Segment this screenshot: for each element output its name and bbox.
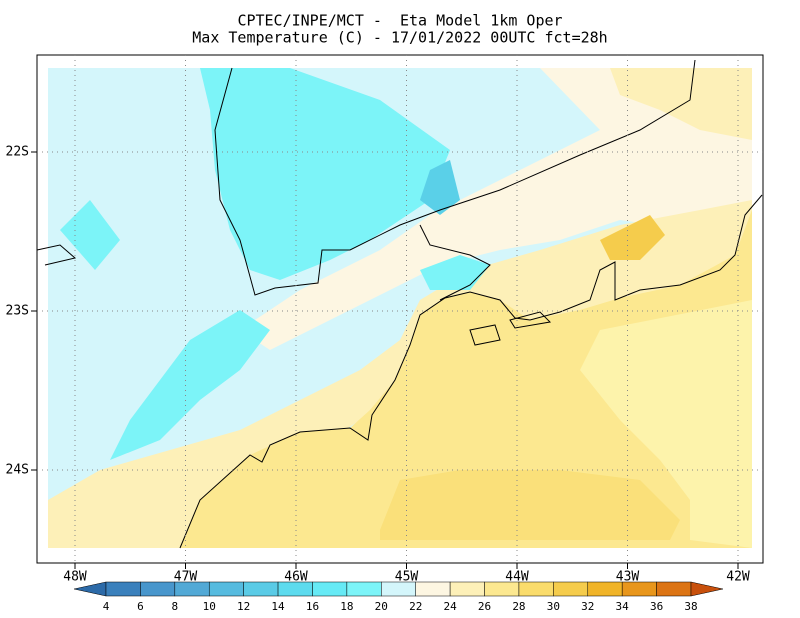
colorbar-segment xyxy=(587,581,623,597)
lon-tick-label: 42W xyxy=(726,570,750,585)
field-hot-spot xyxy=(600,215,665,260)
lon-tick-label: 45W xyxy=(395,570,419,585)
colorbar-label: 28 xyxy=(512,600,525,613)
lon-tick-label: 43W xyxy=(616,570,640,585)
lat-tick-label: 23S xyxy=(6,304,29,319)
field-cool-patch xyxy=(200,68,450,280)
colorbar-segment xyxy=(449,581,485,597)
colorbar-segment xyxy=(243,581,279,597)
field-cool-patch xyxy=(60,200,120,270)
colorbar-extend-high xyxy=(690,581,724,597)
lat-tick-label: 24S xyxy=(6,463,29,478)
colorbar-segment xyxy=(415,581,451,597)
state-border xyxy=(214,59,696,296)
colorbar-segment xyxy=(553,581,589,597)
colorbar-segment xyxy=(518,581,554,597)
lon-tick-label: 46W xyxy=(284,570,308,585)
colorbar-label: 34 xyxy=(616,600,630,613)
state-border xyxy=(419,224,491,301)
colorbar-label: 16 xyxy=(306,600,319,613)
lon-tick-label: 48W xyxy=(63,570,87,585)
colorbar-segment xyxy=(312,581,348,597)
colorbar-label: 38 xyxy=(684,600,697,613)
lat-tick-label: 22S xyxy=(6,145,29,160)
lon-tick-label: 44W xyxy=(505,570,529,585)
colorbar-label: 6 xyxy=(137,600,144,613)
colorbar-label: 22 xyxy=(409,600,422,613)
colorbar-label: 20 xyxy=(375,600,388,613)
temperature-field xyxy=(48,68,752,548)
title-line: CPTEC/INPE/MCT - Eta Model 1km Oper xyxy=(237,12,562,30)
field-cold-patch xyxy=(420,160,460,215)
colorbar-label: 32 xyxy=(581,600,594,613)
boundaries xyxy=(36,59,763,549)
title-line: Max Temperature (C) - 17/01/2022 00UTC f… xyxy=(192,29,607,47)
map-frame xyxy=(36,54,764,564)
colorbar-label: 10 xyxy=(203,600,216,613)
colorbar-segment xyxy=(140,581,176,597)
colorbar-label: 14 xyxy=(271,600,285,613)
colorbar-label: 24 xyxy=(443,600,457,613)
colorbar-label: 30 xyxy=(547,600,560,613)
coastline xyxy=(179,194,763,549)
colorbar-segment xyxy=(277,581,313,597)
colorbar-segment xyxy=(656,581,692,597)
colorbar-segment xyxy=(381,581,416,597)
field-ocean-warm xyxy=(380,470,680,540)
colorbar-segment xyxy=(484,581,520,597)
colorbar-label: 36 xyxy=(650,600,663,613)
colorbar-segment xyxy=(174,581,210,597)
island xyxy=(469,311,552,346)
field-ocean-light xyxy=(580,300,752,548)
field-ocean xyxy=(180,210,752,548)
colorbar-label: 18 xyxy=(340,600,353,613)
colorbar-segment xyxy=(208,581,244,597)
field-cool-patch xyxy=(420,255,490,290)
coastline xyxy=(36,244,77,266)
colorbar-segment xyxy=(621,581,657,597)
colorbar-label: 12 xyxy=(237,600,250,613)
field-warm-land xyxy=(610,68,752,140)
field-warm-land xyxy=(240,68,752,350)
colorbar-label: 4 xyxy=(103,600,110,613)
colorbar-segment xyxy=(105,581,141,597)
field-cool-patch xyxy=(110,310,270,460)
colorbar-segment xyxy=(346,581,382,597)
colorbar-label: 26 xyxy=(478,600,491,613)
lon-tick-label: 47W xyxy=(174,570,198,585)
colorbar-label: 8 xyxy=(172,600,179,613)
